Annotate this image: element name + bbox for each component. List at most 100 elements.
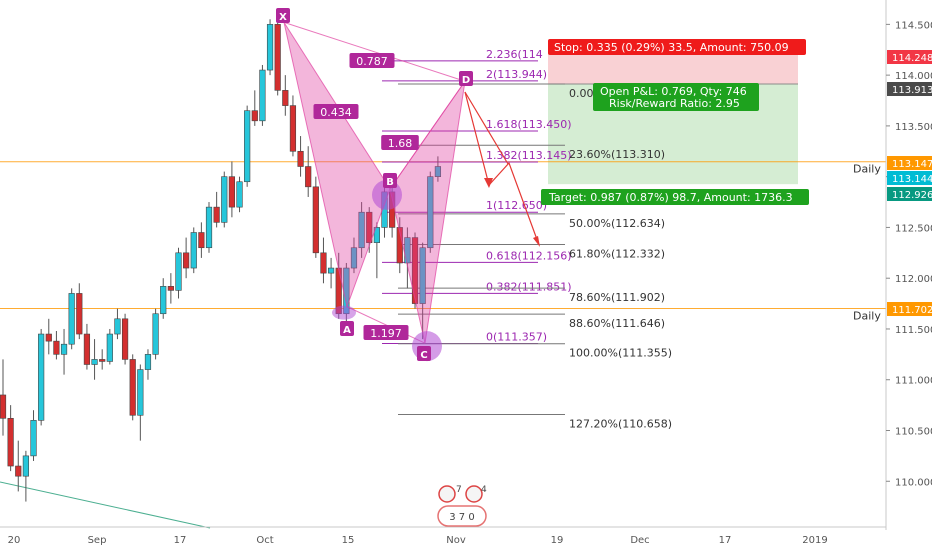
fib-extension-label: 2(113.944) (486, 68, 547, 81)
candle-body (411, 237, 419, 304)
flag-count: 4 (481, 485, 487, 495)
candle-body (244, 110, 251, 183)
candle-body (373, 227, 380, 243)
pattern-ratio-badge (349, 53, 395, 68)
candle-body (114, 318, 121, 335)
price-label: 111.702 (892, 305, 932, 316)
price-tick-label: 114.000 (895, 71, 932, 82)
daily-label: Daily (853, 163, 881, 176)
fib-extension-label: 1(112.650) (486, 199, 547, 212)
candle-body (289, 105, 297, 152)
pattern-ratio-label: 1.197 (370, 327, 402, 340)
candle-body (30, 420, 37, 457)
candle-body (434, 166, 442, 177)
stop-label-box (548, 39, 806, 55)
fib-extension-label: 0(111.357) (486, 330, 547, 343)
xd-line (283, 21, 466, 82)
stop-zone (548, 49, 798, 84)
candle-body (305, 166, 312, 188)
time-tick-label: 20 (8, 535, 21, 546)
candle-body (259, 69, 266, 122)
pnl-label: Open P&L: 0.769, Qty: 746 (600, 85, 747, 98)
candle-body (106, 333, 113, 362)
price-label-box (887, 171, 932, 185)
fib-retracement-label: 78.60%(111.902) (569, 291, 665, 304)
time-tick-label: 17 (174, 535, 187, 546)
candle-body (297, 150, 304, 167)
candle-body (121, 318, 129, 360)
candle-body (60, 343, 68, 355)
candle-body (68, 293, 75, 345)
target-label: Target: 0.987 (0.87%) 98.7, Amount: 1736… (548, 191, 793, 204)
price-tick-label: 112.500 (895, 223, 932, 234)
price-tick-label: 110.500 (895, 426, 932, 437)
price-label-box (887, 187, 932, 201)
fib-retracement-label: 61.80%(112.332) (569, 247, 665, 260)
candle-body (327, 267, 335, 274)
pattern-ratio-label: 0.434 (320, 106, 352, 119)
candle-body (221, 176, 228, 223)
candle-body (236, 181, 243, 208)
candle-body (38, 333, 45, 421)
price-tick-label: 114.500 (895, 20, 932, 31)
price-label-box (887, 156, 932, 170)
candle-body (129, 359, 136, 416)
price-label: 112.926 (892, 190, 932, 201)
candle-body (213, 206, 220, 223)
projection-path (464, 91, 540, 246)
candle-body (251, 110, 258, 122)
events-badge (437, 505, 487, 527)
time-tick-label: 2019 (802, 535, 827, 546)
candle-body (205, 206, 213, 249)
pattern-point-badge (276, 8, 290, 23)
pattern-point-badge (459, 71, 473, 86)
candle-body (175, 252, 182, 291)
fib-retracement-label: 50.00%(112.634) (569, 217, 665, 230)
candle-body (274, 24, 281, 91)
daily-label: Daily (853, 309, 881, 322)
pattern-point-c: C (420, 350, 427, 361)
candle-body (190, 232, 197, 269)
fib-retracement-label: 127.20%(110.658) (569, 417, 672, 430)
fib-extension-label: 1.618(113.450) (486, 118, 572, 131)
flag-us-icon (465, 485, 483, 503)
price-tick-label: 111.500 (895, 325, 932, 336)
time-tick-label: Dec (630, 535, 649, 546)
time-tick-label: 19 (551, 535, 564, 546)
candle-body (358, 211, 365, 249)
candle-body (76, 293, 83, 335)
flag-count: 7 (456, 485, 462, 495)
candle-body (91, 359, 98, 365)
candle-body (320, 252, 327, 274)
price-tick-label: 110.000 (895, 477, 932, 488)
candle-body (7, 418, 14, 467)
price-label: 113.913 (892, 85, 932, 96)
candle-body (427, 176, 434, 249)
fib-retracement-label: 23.60%(113.310) (569, 148, 665, 161)
candle-body (282, 90, 289, 106)
price-label: 113.144 (892, 174, 932, 185)
stop-label: Stop: 0.335 (0.29%) 33.5, Amount: 750.09 (554, 41, 789, 54)
time-tick-label: Nov (446, 535, 466, 546)
candle-body (137, 369, 144, 416)
candle-body (404, 237, 411, 264)
projection-path (464, 91, 509, 165)
fib-extension-label: 0.618(112.156) (486, 249, 572, 262)
risk-reward-label: Risk/Reward Ratio: 2.95 (609, 97, 740, 110)
candle-body (366, 211, 373, 243)
candle-body (198, 232, 205, 249)
fib-retracement-label: 0.00 (569, 87, 594, 100)
point-a-highlight (332, 305, 356, 320)
price-label: 113.147 (892, 159, 932, 170)
price-tick-label: 111.000 (895, 376, 932, 387)
fib-retracement-label: 100.00%(111.355) (569, 347, 672, 360)
candle-body (266, 24, 274, 71)
fib-extension-label: 2.236(114 (486, 48, 543, 61)
bd-line (389, 80, 466, 190)
price-tick-label: 113.500 (895, 122, 932, 133)
flag-us-icon (438, 485, 456, 503)
time-tick-label: Sep (88, 535, 107, 546)
time-tick-label: 17 (719, 535, 732, 546)
